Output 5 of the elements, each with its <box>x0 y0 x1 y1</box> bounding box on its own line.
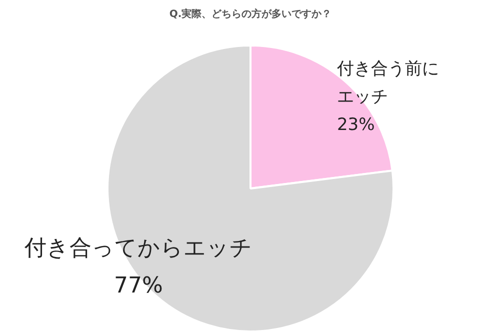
slice-label: 付き合う前にエッチ <box>336 59 439 108</box>
data-label: 23% <box>336 115 375 136</box>
slice-label: 付き合ってからエッチ <box>23 236 252 262</box>
chart-title: Q.実際、どちらの方が多いですか？ <box>169 8 332 20</box>
data-label: 77% <box>114 274 163 299</box>
